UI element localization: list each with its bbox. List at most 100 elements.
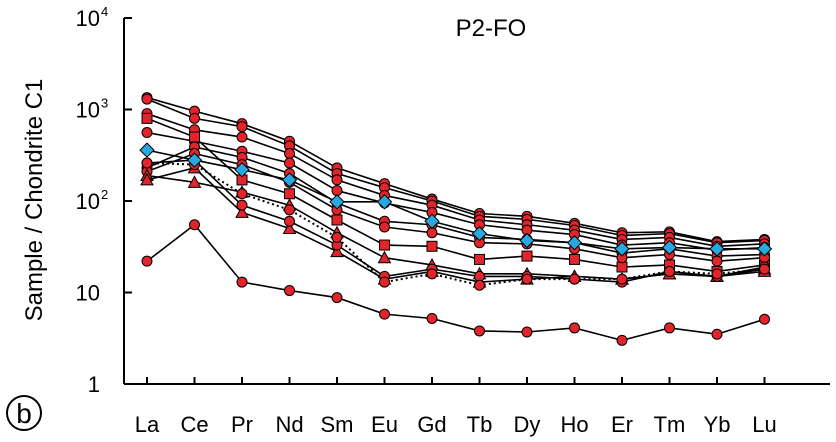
panel-label-text: b	[16, 398, 32, 429]
data-point	[379, 221, 390, 233]
series-line	[146, 117, 765, 273]
series-3	[141, 108, 770, 252]
data-point	[709, 241, 725, 257]
data-point	[139, 142, 155, 158]
series-9	[140, 160, 772, 288]
x-tick-label: Ce	[180, 412, 208, 437]
series-line	[146, 146, 765, 257]
data-point	[284, 157, 295, 169]
data-point	[661, 239, 678, 256]
data-point	[141, 127, 153, 139]
data-point	[284, 215, 295, 227]
data-point	[759, 313, 770, 325]
data-point	[379, 239, 390, 251]
x-tick-label: La	[135, 412, 160, 437]
data-point	[330, 244, 344, 258]
data-point	[664, 265, 675, 277]
data-point	[189, 112, 200, 124]
x-tick-label: Gd	[417, 412, 446, 437]
series-12	[141, 219, 770, 346]
panel-label: b	[6, 395, 42, 431]
data-point	[140, 172, 154, 186]
data-point	[474, 325, 485, 337]
data-point	[141, 157, 153, 169]
series-line	[146, 159, 765, 283]
x-tick-label: Nd	[275, 412, 303, 437]
data-point	[141, 93, 153, 105]
data-point	[141, 112, 153, 124]
data-point	[141, 255, 153, 267]
data-point	[426, 240, 438, 252]
x-tick-label: Tb	[467, 412, 493, 437]
data-point	[426, 227, 438, 239]
data-point	[331, 185, 343, 197]
series-line	[146, 167, 765, 283]
data-point	[569, 273, 580, 285]
data-point	[189, 219, 200, 231]
y-tick-exponent: 4	[101, 4, 108, 19]
series-line	[146, 149, 765, 250]
x-tick-label: Lu	[752, 412, 776, 437]
data-point	[281, 172, 298, 188]
data-point	[284, 285, 295, 297]
data-point	[519, 232, 535, 249]
data-point	[711, 268, 723, 280]
series-line	[146, 162, 765, 287]
data-point	[616, 334, 628, 346]
data-point	[759, 263, 770, 275]
x-tick-label: Ho	[560, 412, 588, 437]
data-point	[566, 235, 583, 251]
series-line	[146, 98, 765, 244]
x-axis: La Ce Pr Nd Sm Eu Gd Tb Dy Ho Er Tm Yb Lu	[124, 377, 830, 437]
chart-title: P2-FO	[456, 15, 527, 42]
data-point	[756, 241, 773, 257]
data-point	[376, 194, 393, 210]
data-point	[284, 188, 295, 200]
data-point	[424, 213, 440, 230]
data-point	[711, 328, 723, 340]
data-point	[379, 276, 390, 288]
data-point	[234, 161, 250, 178]
data-point	[426, 312, 438, 324]
data-point	[236, 121, 248, 133]
data-point	[664, 322, 675, 334]
series-line	[146, 112, 765, 248]
series-13	[139, 142, 773, 257]
x-tick-label: Tm	[654, 412, 686, 437]
data-point	[329, 194, 345, 210]
data-point	[235, 205, 249, 218]
x-tick-label: Eu	[371, 412, 398, 437]
y-tick-label: 10	[76, 98, 100, 123]
data-point	[616, 273, 628, 285]
series-line	[146, 131, 765, 251]
data-point	[471, 225, 488, 242]
data-point	[186, 152, 203, 168]
data-point	[569, 253, 580, 265]
data-point	[187, 175, 202, 188]
data-point	[474, 253, 485, 265]
data-point	[614, 241, 630, 257]
data-point	[331, 292, 343, 304]
series-5	[141, 112, 770, 277]
data-point	[426, 268, 438, 280]
series-11	[141, 157, 770, 291]
data-point	[284, 148, 295, 160]
data-point	[569, 322, 580, 334]
x-tick-label: Pr	[231, 412, 253, 437]
series-line	[146, 152, 765, 262]
data-point	[331, 231, 343, 243]
data-point	[521, 250, 533, 262]
data-point	[379, 308, 390, 320]
y-tick-exponent: 2	[101, 187, 108, 202]
x-tick-label: Yb	[704, 412, 731, 437]
series-group	[139, 92, 773, 346]
data-point	[236, 199, 248, 211]
data-point	[236, 131, 248, 143]
data-point	[521, 273, 533, 285]
series-line	[146, 223, 765, 342]
x-tick-label: Er	[611, 412, 633, 437]
series-line	[146, 96, 765, 243]
